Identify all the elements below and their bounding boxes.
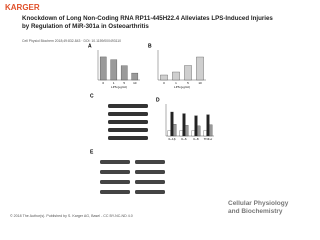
journal-box: Cellular Physiology and Biochemistry <box>228 200 289 215</box>
panel-label: E <box>90 149 94 155</box>
blot-c <box>108 104 148 140</box>
x-tick-label: 0 <box>102 81 104 85</box>
bar <box>110 59 118 81</box>
bar <box>185 125 189 137</box>
bar <box>179 130 183 137</box>
citation: Cell Physiol Biochem 2018;49:832-843 · D… <box>22 39 121 43</box>
panel-label: A <box>88 43 92 49</box>
blot-e <box>100 160 165 194</box>
x-tick-label: 5 <box>123 81 125 85</box>
x-tick-label: IL-8 <box>193 137 199 141</box>
x-tick-label: 1 <box>175 81 177 85</box>
panel-label: D <box>156 97 160 103</box>
x-tick-label: IL-6 <box>181 137 187 141</box>
logo: KARGER <box>5 3 40 12</box>
x-tick-label: 10 <box>198 81 202 85</box>
title-box: Knockdown of Long Non-Coding RNA RP11-44… <box>22 15 273 30</box>
x-axis-label: LPS (μg/ml) <box>111 85 127 89</box>
bar <box>206 114 210 137</box>
bar <box>196 56 204 81</box>
x-axis-label: LPS (μg/ml) <box>174 85 190 89</box>
journal: Cellular Physiology and Biochemistry <box>228 200 289 215</box>
bar <box>167 130 171 137</box>
bar <box>160 74 168 81</box>
x-tick-label: 0 <box>163 81 165 85</box>
title: Knockdown of Long Non-Coding RNA RP11-44… <box>22 15 273 30</box>
bar <box>209 124 213 137</box>
panel-label: C <box>90 93 94 99</box>
bar <box>184 65 192 81</box>
x-tick-label: IL-1β <box>169 137 176 141</box>
panel-label: B <box>148 43 152 49</box>
bar <box>203 130 207 137</box>
bar <box>173 124 177 137</box>
x-tick-label: TNF-α <box>204 137 213 141</box>
x-tick-label: 1 <box>113 81 115 85</box>
bar <box>172 71 180 81</box>
x-tick-label: 5 <box>187 81 189 85</box>
bar <box>194 115 198 137</box>
page: KARGER Knockdown of Long Non-Coding RNA … <box>5 3 289 218</box>
bar <box>99 56 107 81</box>
x-tick-label: 10 <box>133 81 137 85</box>
bar <box>182 113 186 137</box>
bar <box>120 65 128 81</box>
bar <box>131 72 139 81</box>
bar <box>197 125 201 137</box>
copyright: © 2018 The Author(s). Published by S. Ka… <box>10 214 133 218</box>
bar <box>170 111 174 137</box>
bar <box>191 130 195 137</box>
